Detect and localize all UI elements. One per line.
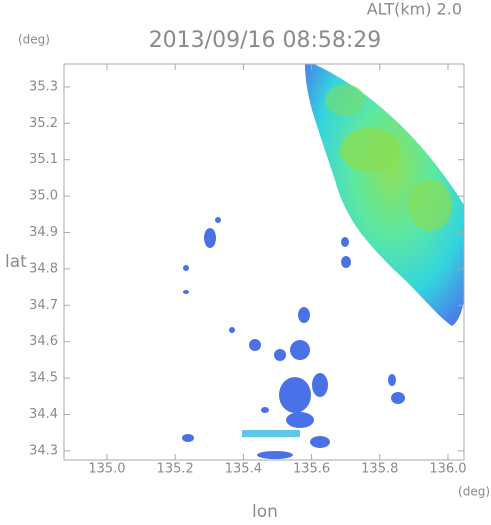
x-tick-label: 136.0 (429, 462, 466, 477)
y-tick-label: 34.3 (29, 443, 58, 458)
y-tick-label: 35.1 (29, 152, 58, 167)
radar-echo-blobs (182, 217, 405, 459)
altitude-label: ALT(km) 2.0 (367, 0, 462, 19)
y-unit: (deg) (18, 33, 50, 47)
x-tick-label: 135.2 (157, 462, 194, 477)
y-tick-label: 34.7 (29, 298, 58, 313)
y-tick-label: 34.8 (29, 261, 58, 276)
y-tick-label: 35.3 (29, 79, 58, 94)
x-tick-label: 135.8 (361, 462, 398, 477)
x-unit: (deg) (458, 485, 490, 499)
chart-title: 2013/09/16 08:58:29 (149, 28, 382, 53)
y-tick-label: 34.4 (29, 407, 58, 422)
y-axis-label: lat (5, 252, 27, 272)
x-tick-label: 135.6 (293, 462, 330, 477)
y-tick-label: 34.9 (29, 225, 58, 240)
x-axis-label: lon (252, 502, 278, 521)
x-tick-label: 135.4 (225, 462, 262, 477)
plot-frame (63, 63, 465, 461)
y-tick-label: 34.6 (29, 334, 58, 349)
radar-echo (305, 64, 464, 326)
y-tick-label: 35.2 (29, 116, 58, 131)
x-tick-label: 135.0 (88, 462, 125, 477)
y-tick-label: 34.5 (29, 371, 58, 386)
y-tick-label: 35.0 (29, 189, 58, 204)
